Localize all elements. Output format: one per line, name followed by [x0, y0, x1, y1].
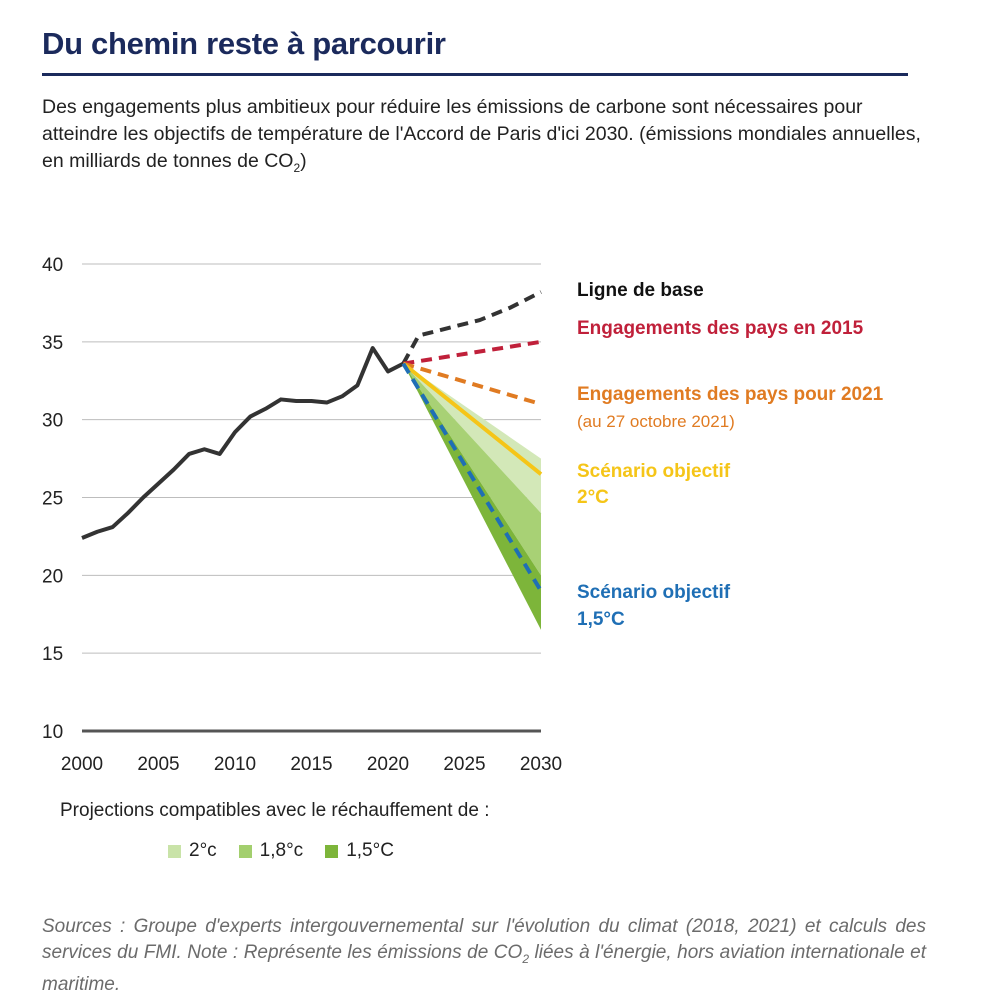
legend-item-1-8c: 1,8°c — [238, 840, 304, 862]
series-line-4 — [401, 362, 543, 592]
series-line-1 — [402, 339, 542, 366]
label-pledges-2021-note: (au 27 octobre 2021) — [577, 412, 735, 431]
grid — [82, 263, 541, 733]
chart-title: Du chemin reste à parcourir — [42, 26, 446, 61]
label-pledges-2021: Engagements des pays pour 2021 — [577, 384, 884, 405]
x-tick-label: 2015 — [290, 754, 332, 775]
series-historical — [81, 346, 405, 540]
chart-subtitle: Des engagements plus ambitieux pour rédu… — [42, 96, 921, 175]
series-line-2 — [402, 361, 542, 407]
legend-item-1-5c: 1,5°C — [325, 840, 394, 862]
y-tick-label: 35 — [42, 333, 63, 354]
band-2°c — [403, 363, 541, 514]
label-pledges-2015: Engagements des pays en 2015 — [577, 318, 864, 339]
series-lines — [81, 290, 543, 592]
legend-swatch-1-5c — [325, 844, 339, 858]
y-tick-label: 30 — [42, 411, 63, 432]
x-tick-label: 2020 — [367, 754, 409, 775]
x-tick-label: 2030 — [520, 754, 562, 775]
projection-bands — [403, 363, 541, 630]
legend-label-1-8c: 1,8°c — [259, 840, 304, 861]
label-scenario-2c-line1: Scénario objectif — [577, 461, 731, 482]
legend-swatch-2c — [168, 844, 181, 858]
label-scenario-2c-line2: 2°C — [577, 487, 609, 508]
title-rule — [42, 73, 908, 76]
series-line-0 — [401, 290, 542, 365]
series-line-3 — [402, 362, 543, 476]
y-tick-label: 15 — [42, 644, 63, 665]
source-note: Sources : Groupe d'experts intergouverne… — [42, 916, 927, 995]
legend-label-1-5c: 1,5°C — [346, 840, 394, 861]
label-scenario-15c-line1: Scénario objectif — [577, 582, 731, 603]
y-tick-label: 10 — [42, 722, 63, 743]
band-1,5°C — [403, 363, 541, 630]
x-tick-label: 2025 — [443, 754, 485, 775]
y-tick-label: 40 — [42, 255, 63, 276]
label-scenario-15c-line2: 1,5°C — [577, 609, 625, 630]
label-baseline: Ligne de base — [577, 280, 704, 301]
legend: 2°c 1,8°c 1,5°C — [168, 840, 394, 862]
legend-caption: Projections compatibles avec le réchauff… — [60, 800, 490, 821]
y-tick-label: 20 — [42, 566, 63, 587]
x-tick-label: 2000 — [61, 754, 103, 775]
legend-swatch-1-8c — [238, 844, 252, 858]
x-tick-label: 2005 — [137, 754, 179, 775]
legend-item-2c: 2°c — [168, 840, 217, 862]
legend-label-2c: 2°c — [189, 840, 217, 861]
x-tick-label: 2010 — [214, 754, 256, 775]
y-tick-label: 25 — [42, 489, 63, 510]
